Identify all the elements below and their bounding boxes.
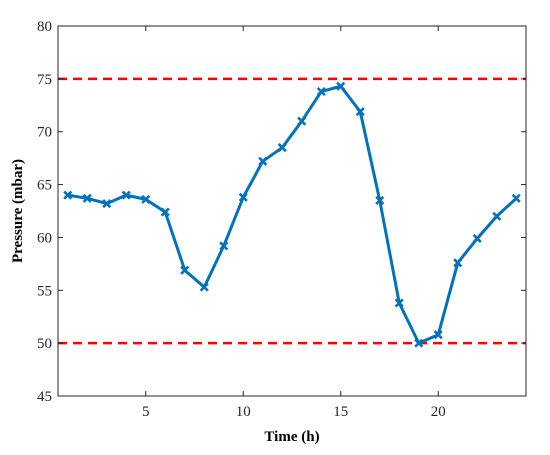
x-axis-label: Time (h)	[264, 429, 319, 445]
y-axis-label: Pressure (mbar)	[10, 159, 26, 263]
data-point	[82, 193, 92, 203]
data-point	[63, 190, 73, 200]
y-tick-label: 75	[37, 72, 52, 88]
data-point	[297, 116, 307, 126]
series-line	[67, 84, 518, 345]
data-point	[141, 194, 151, 204]
data-point	[160, 207, 170, 217]
data-point	[316, 87, 326, 97]
y-tick-label: 70	[37, 125, 52, 141]
x-tick-label: 10	[236, 404, 251, 420]
data-point	[180, 265, 190, 275]
y-tick-label: 55	[37, 283, 52, 299]
data-point	[472, 233, 482, 244]
y-tick-label: 45	[37, 389, 52, 405]
data-point	[375, 195, 385, 205]
data-point	[277, 143, 287, 153]
data-point	[238, 192, 248, 202]
data-point	[511, 193, 521, 203]
data-point	[336, 81, 346, 91]
y-tick-label: 80	[37, 19, 52, 35]
data-point	[433, 330, 443, 340]
data-point	[102, 199, 112, 209]
data-point	[355, 107, 365, 117]
data-point	[258, 156, 268, 166]
data-point	[219, 241, 229, 251]
data-point	[453, 258, 463, 268]
x-tick-label: 5	[142, 404, 150, 420]
data-point	[199, 282, 209, 292]
y-tick-label: 50	[37, 336, 52, 352]
y-tick-label: 60	[37, 230, 52, 246]
data-point	[121, 190, 131, 200]
y-tick-label: 65	[37, 178, 52, 194]
x-tick-label: 15	[333, 404, 348, 420]
plot-frame	[57, 25, 527, 397]
data-point	[394, 298, 404, 308]
data-point	[492, 211, 502, 221]
x-tick-label: 20	[431, 404, 446, 420]
data-point	[414, 338, 424, 348]
